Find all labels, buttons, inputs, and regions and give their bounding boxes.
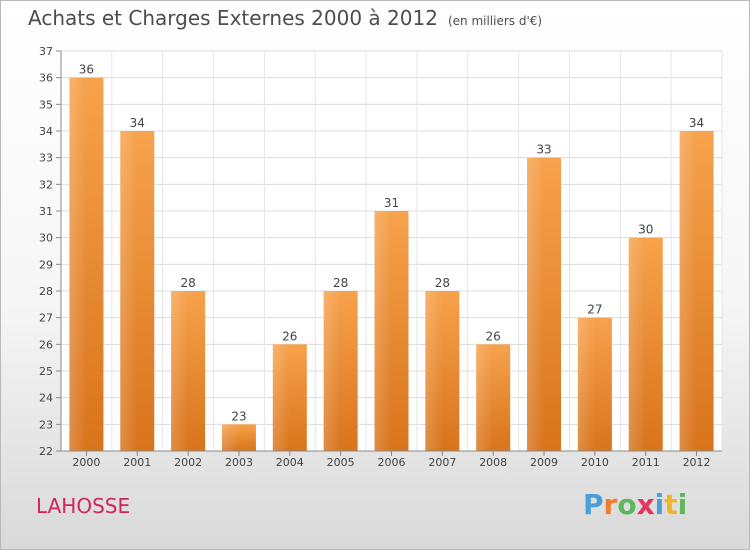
bar-value-label: 23 (231, 409, 246, 423)
bar-highlight (476, 344, 494, 451)
x-tick-label: 2000 (72, 456, 100, 469)
bar-highlight (272, 344, 290, 451)
y-tick-label: 27 (39, 312, 53, 325)
chart-subtitle: (en milliers d'€) (447, 14, 543, 28)
y-tick-label: 31 (39, 205, 53, 218)
logo-letter: o (617, 488, 637, 521)
bar-value-label: 28 (333, 276, 348, 290)
bar-highlight (120, 131, 138, 451)
bar-value-label: 31 (384, 196, 399, 210)
y-tick-label: 37 (39, 45, 53, 58)
x-tick-label: 2005 (327, 456, 355, 469)
bar-highlight (171, 291, 189, 451)
bar-value-label: 26 (282, 329, 297, 343)
logo-letter: r (603, 488, 618, 521)
bar-value-label: 33 (536, 143, 551, 157)
bar-value-label: 28 (435, 276, 450, 290)
y-tick-label: 29 (39, 258, 53, 271)
x-tick-label: 2010 (581, 456, 609, 469)
logo-letter: i (654, 488, 665, 521)
bar-highlight (527, 157, 545, 451)
y-tick-label: 33 (39, 152, 53, 165)
bar-value-label: 36 (79, 63, 94, 77)
logo-letter: i (677, 488, 688, 521)
x-tick-label: 2004 (276, 456, 304, 469)
bar-highlight (69, 77, 87, 452)
y-tick-label: 22 (39, 445, 53, 458)
chart-title: Achats et Charges Externes 2000 à 2012 (28, 6, 438, 30)
bar-highlight (374, 211, 392, 451)
bar-highlight (323, 291, 341, 451)
proxiti-logo: Proxiti (583, 488, 687, 521)
x-tick-label: 2006 (378, 456, 406, 469)
x-tick-label: 2008 (479, 456, 507, 469)
bar-value-label: 27 (587, 303, 602, 317)
bar-highlight (221, 424, 239, 451)
y-tick-label: 28 (39, 285, 53, 298)
x-tick-label: 2003 (225, 456, 253, 469)
y-tick-label: 24 (39, 392, 53, 405)
y-tick-label: 36 (39, 72, 53, 85)
bar-value-label: 30 (638, 223, 653, 237)
x-tick-label: 2012 (683, 456, 711, 469)
title-line: Achats et Charges Externes 2000 à 2012 (e… (28, 6, 542, 30)
x-tick-label: 2009 (530, 456, 558, 469)
bar-value-label: 34 (130, 116, 145, 130)
y-tick-label: 23 (39, 418, 53, 431)
logo-letter: P (583, 488, 604, 521)
bar-highlight (628, 237, 646, 451)
y-tick-label: 35 (39, 98, 53, 111)
y-tick-label: 26 (39, 338, 53, 351)
bar-value-label: 34 (689, 116, 704, 130)
bar-highlight (425, 291, 443, 451)
commune-name: LAHOSSE (36, 494, 131, 518)
x-tick-label: 2011 (632, 456, 660, 469)
y-tick-label: 32 (39, 178, 53, 191)
bar-value-label: 28 (180, 276, 195, 290)
y-tick-label: 34 (39, 125, 53, 138)
bar-highlight (577, 317, 595, 451)
x-tick-label: 2001 (123, 456, 151, 469)
bar-value-label: 26 (486, 329, 501, 343)
y-tick-label: 25 (39, 365, 53, 378)
bar-highlight (679, 131, 697, 451)
x-tick-label: 2007 (428, 456, 456, 469)
x-tick-label: 2002 (174, 456, 202, 469)
y-tick-label: 30 (39, 232, 53, 245)
logo-letter: t (664, 488, 678, 521)
logo-letter: x (636, 488, 655, 521)
